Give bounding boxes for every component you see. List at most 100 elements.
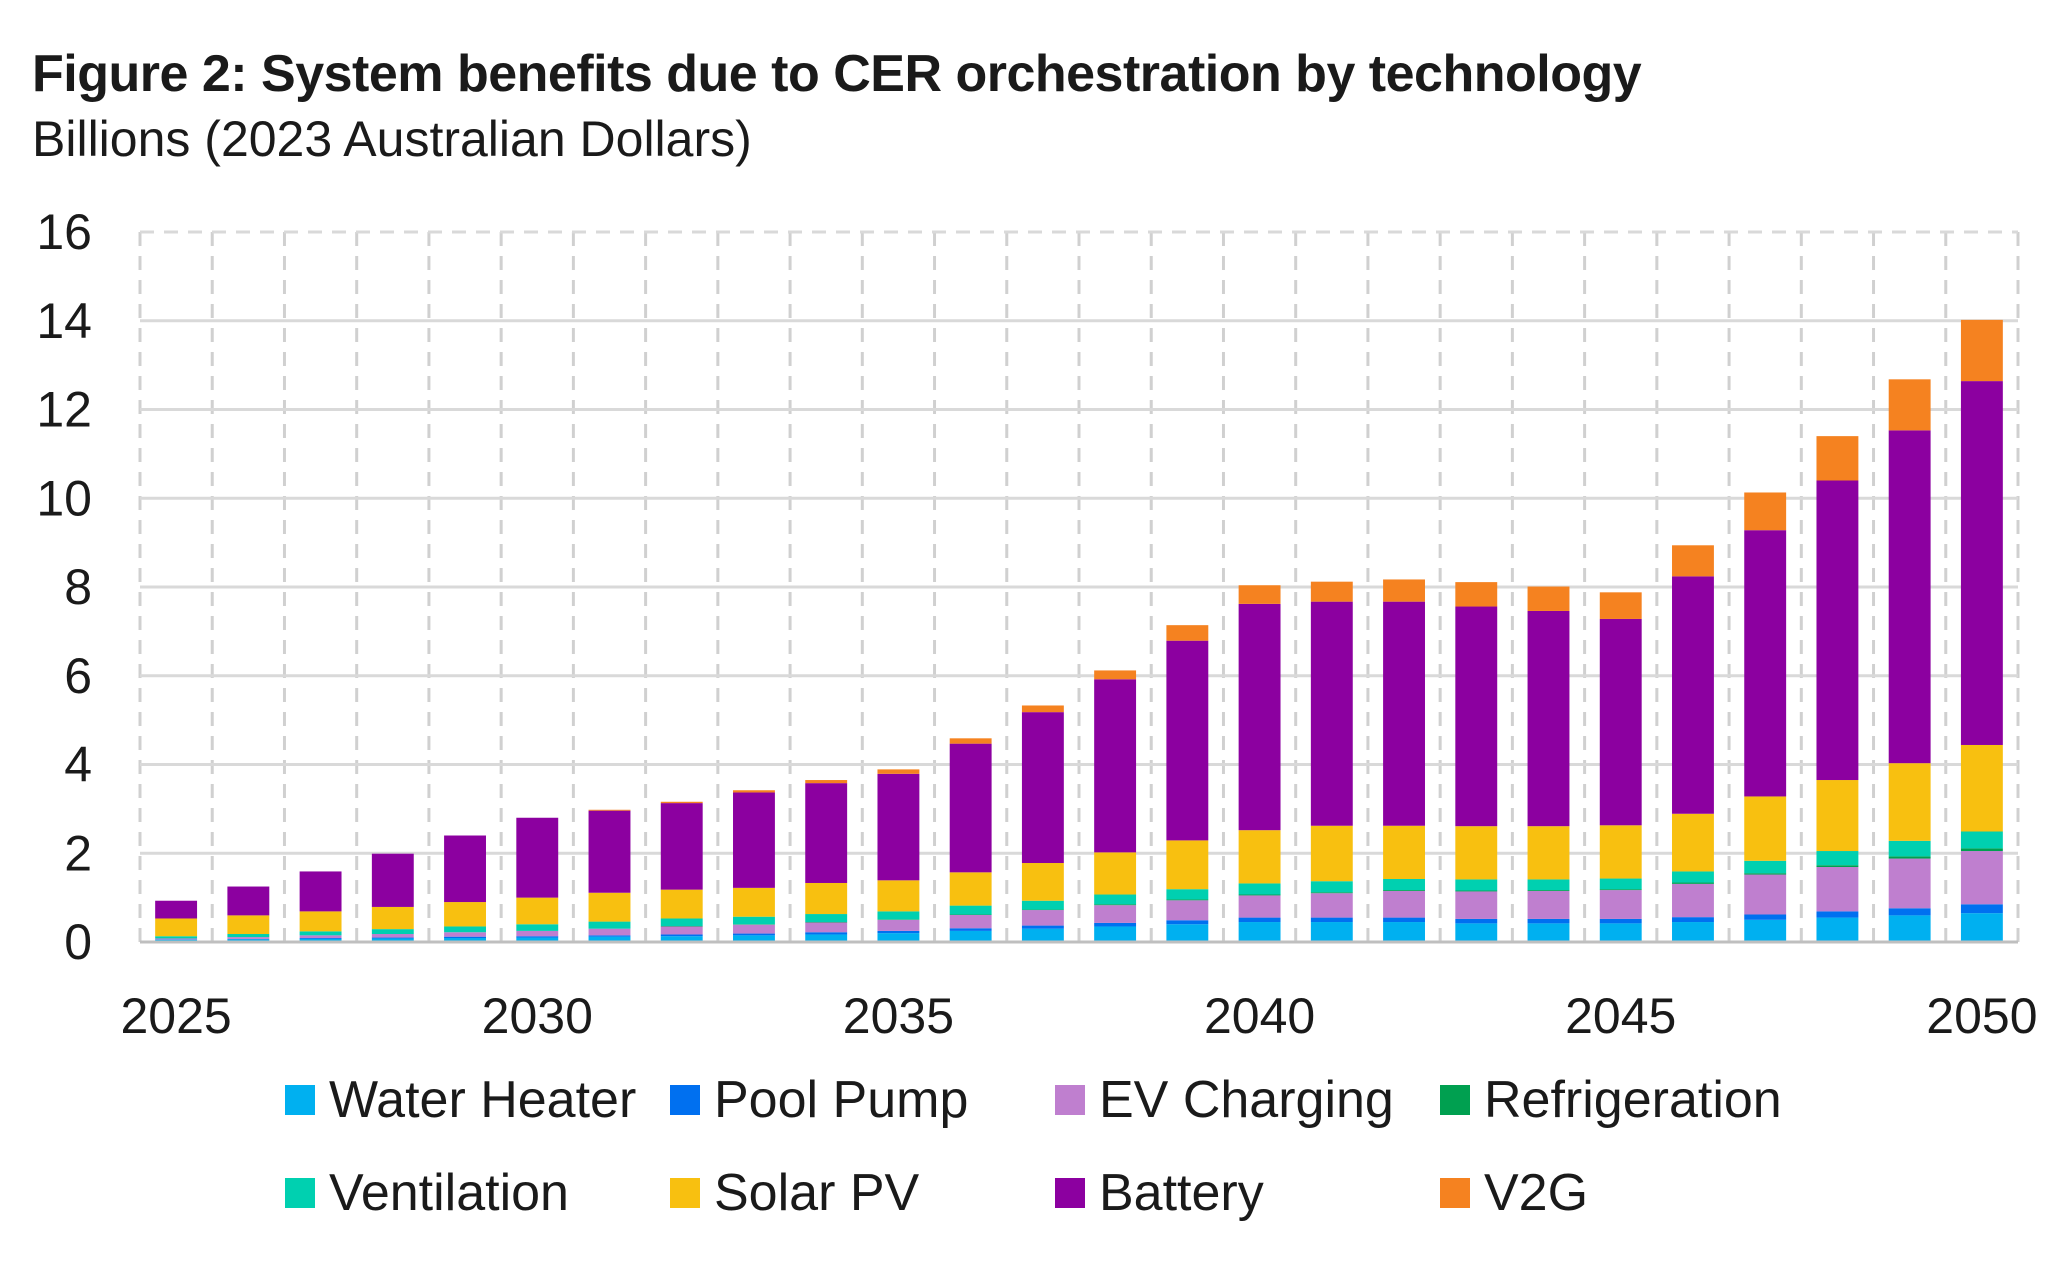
bar-segment (1960, 381, 2003, 745)
bar-segment (1166, 900, 1209, 921)
axes: 0 2 4 6 8 10 12 14 16 2025 2030 2035 2040 2045 2050 (36, 204, 2037, 1044)
bar-segment (1744, 492, 1787, 531)
bar-segment (1960, 851, 2003, 905)
bar-segment (1816, 917, 1859, 942)
bar-segment (660, 918, 703, 927)
bar-segment (1166, 924, 1209, 942)
y-tick-label: 14 (36, 293, 92, 349)
bar-segment (1599, 918, 1642, 924)
bar-segment (516, 817, 559, 898)
bar-segment (1816, 436, 1859, 481)
bar-segment (949, 743, 992, 873)
bar-segment (371, 937, 414, 939)
bar-segment (1455, 879, 1498, 891)
bar-segment (444, 938, 486, 942)
bar-segment (371, 853, 414, 907)
bar-segment (877, 880, 920, 912)
bar-segment (660, 889, 703, 919)
bar-segment (1238, 883, 1281, 895)
legend-swatch (1055, 1178, 1085, 1208)
bar-segment (1816, 911, 1859, 918)
bar-segment (877, 769, 920, 774)
bar-segment (1672, 871, 1714, 883)
bar-segment (588, 809, 631, 811)
bar-segment (1672, 813, 1714, 872)
bar-segment (1816, 867, 1859, 912)
bar-segment (1527, 826, 1570, 880)
bar-segment (1238, 922, 1281, 942)
bar-segment (1383, 890, 1425, 918)
bar-segment (1455, 891, 1498, 919)
bar-segment (1888, 430, 1931, 764)
bar-segment (1960, 319, 2003, 382)
bar-segment (227, 915, 270, 935)
bar-segment (949, 905, 992, 915)
y-tick-label: 8 (64, 559, 92, 615)
bar-segment (1383, 917, 1425, 923)
bar-segment (1744, 530, 1787, 797)
bar-segment (733, 916, 775, 925)
bar-segment (1021, 925, 1064, 929)
bar-segment (1021, 863, 1064, 901)
bar-segment (877, 933, 920, 942)
bar-segment (1672, 883, 1714, 918)
bar-segment (733, 935, 775, 942)
bar-segment (1166, 920, 1209, 925)
bar-segment (444, 936, 486, 939)
bar-segment (1310, 917, 1353, 923)
bar-segment (1599, 825, 1642, 879)
bar-segment (660, 926, 703, 935)
x-tick-label: 2050 (1926, 988, 2037, 1044)
bar-segment (588, 936, 631, 942)
bar-segment (1599, 923, 1642, 942)
bar-segment (1310, 893, 1353, 918)
bar-segment (227, 886, 270, 916)
bar-segment (733, 790, 775, 793)
legend-item: Refrigeration (1440, 1070, 1782, 1130)
legend-swatch (670, 1178, 700, 1208)
bar-segment (1383, 579, 1425, 602)
bar-segment (227, 937, 270, 939)
legend-item: EV Charging (1055, 1070, 1394, 1130)
legend-item: Solar PV (670, 1163, 919, 1223)
bar-segment (1455, 923, 1498, 942)
x-tick-label: 2045 (1565, 988, 1676, 1044)
bar-segment (1310, 825, 1353, 882)
legend-label: Battery (1099, 1164, 1264, 1222)
legend-swatch (1440, 1178, 1470, 1208)
bar-segment (1744, 860, 1787, 874)
bar-segment (516, 937, 559, 942)
bar-segment (1960, 831, 2003, 849)
bar-segment (949, 914, 992, 929)
bar-segment (1455, 918, 1498, 924)
bar-segment (1527, 586, 1570, 611)
bar-segment (1310, 601, 1353, 826)
bar-segment (1094, 852, 1137, 895)
bar-segment (1527, 879, 1570, 891)
bar-segment (155, 936, 198, 939)
bar-segment (299, 911, 342, 932)
bar-segment (1744, 919, 1787, 942)
bar-segment (1310, 881, 1353, 893)
legend-swatch (285, 1178, 315, 1208)
bar-segment (1238, 894, 1281, 896)
bar-segment (1744, 796, 1787, 861)
bar-segment (1455, 606, 1498, 827)
bar-segment (660, 801, 703, 804)
legend-item: Ventilation (285, 1163, 569, 1223)
legend-label: Ventilation (329, 1164, 569, 1222)
bar-segment (299, 931, 342, 936)
bar-segment (588, 935, 631, 937)
bar-segment (1166, 840, 1209, 890)
y-tick-label: 0 (64, 914, 92, 970)
legend-label: EV Charging (1099, 1071, 1394, 1129)
bar-segment (1310, 892, 1353, 894)
bar-segment (1238, 603, 1281, 831)
bar-segment (1744, 874, 1787, 915)
bar-segment (516, 930, 559, 937)
bar-segment (371, 938, 414, 942)
bar-segment (805, 780, 848, 784)
bar-segment (1021, 900, 1064, 910)
bar-segment (1527, 610, 1570, 827)
